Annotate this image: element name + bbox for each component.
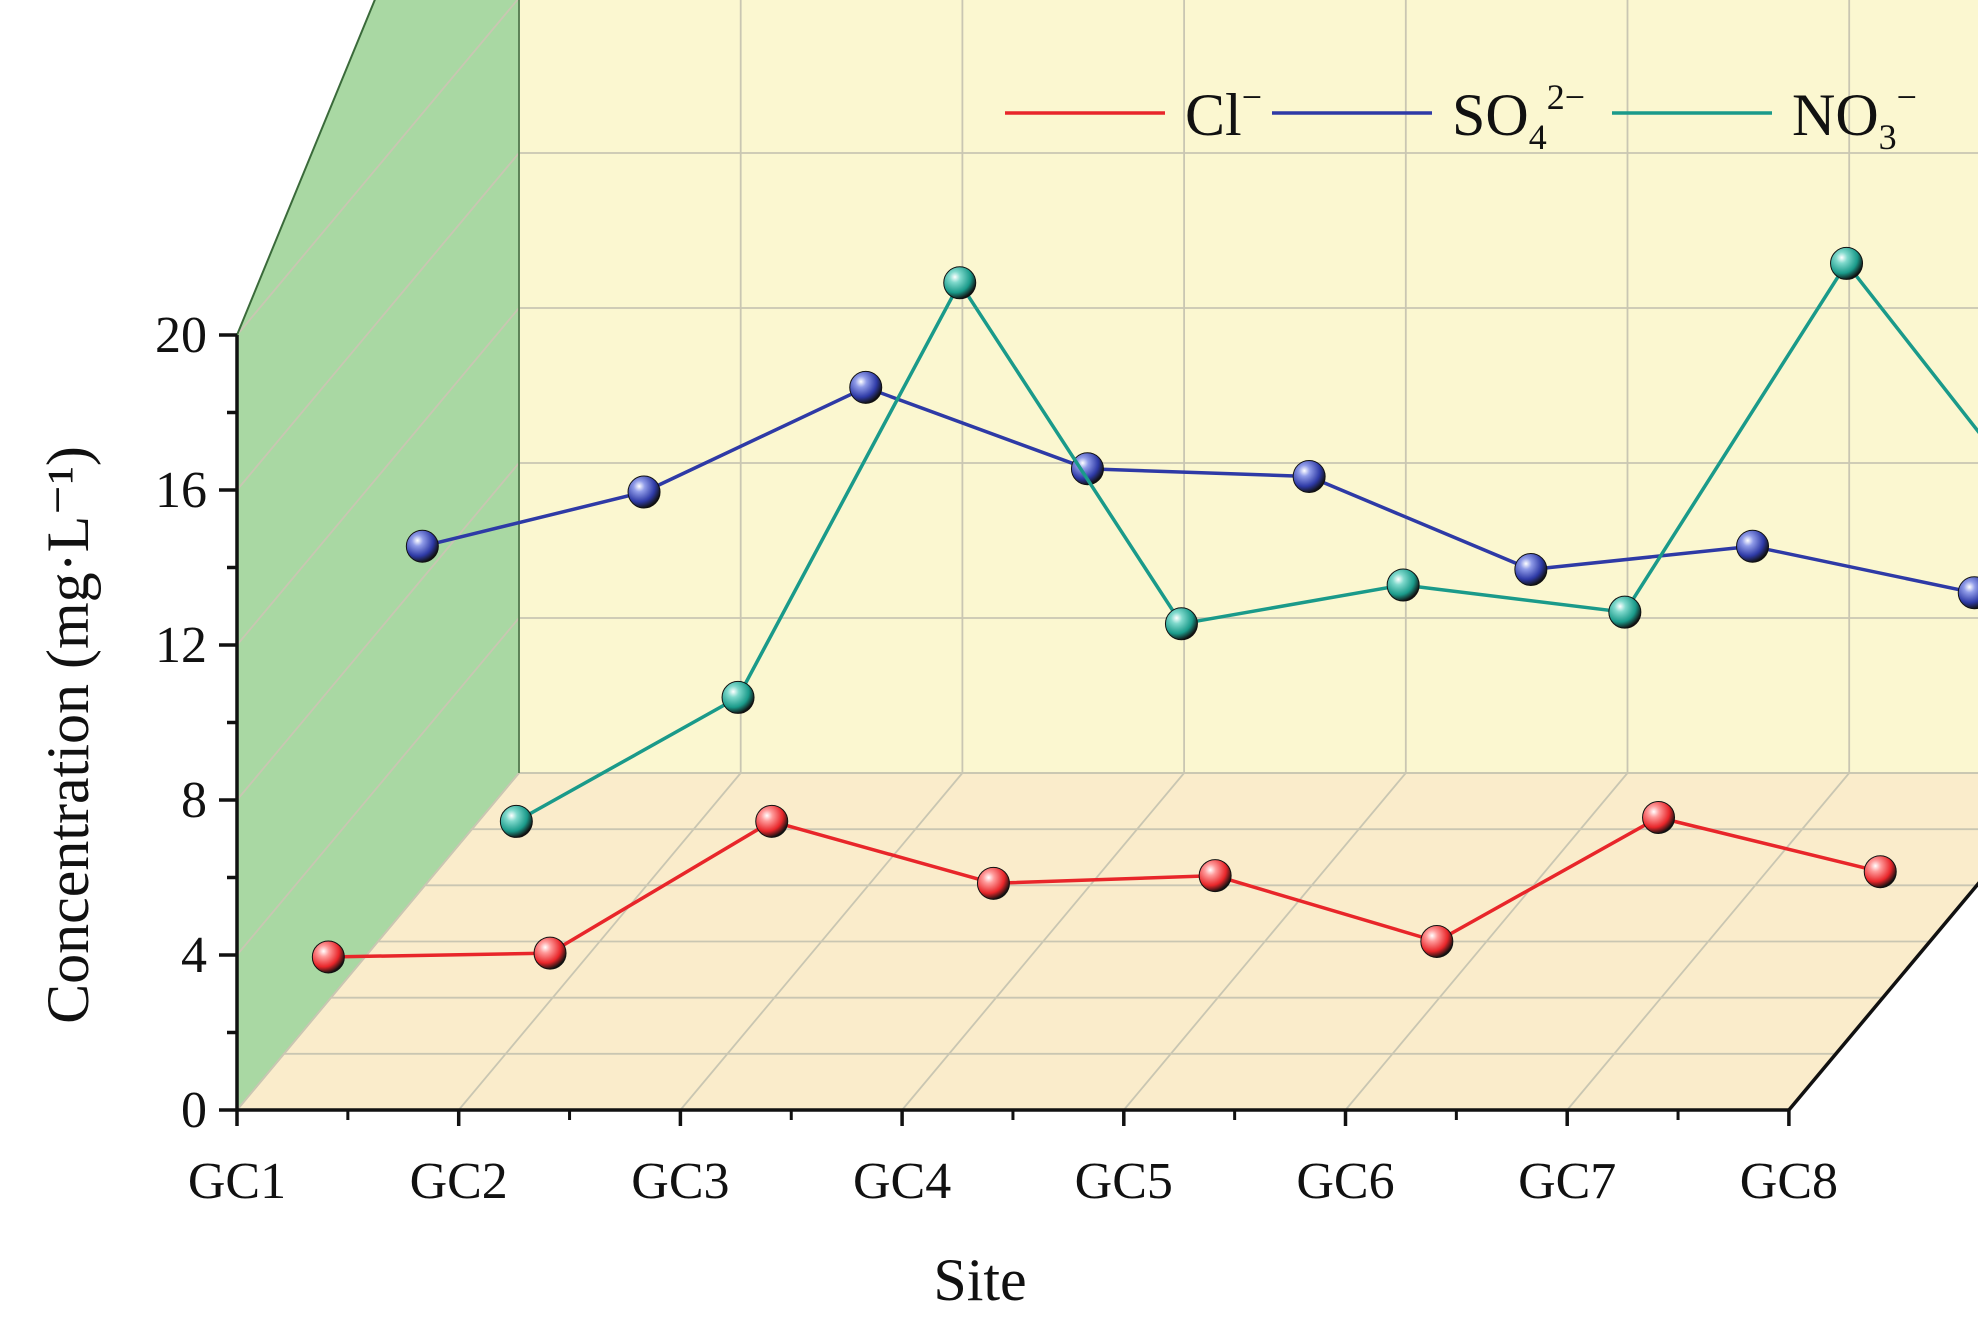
- back-wall: [519, 0, 1978, 773]
- chart-axes: GC1 GC2 GC3 GC4 GC5 GC6 GC7 GC8 0 4 8 12 16 20 Site Con…: [35, 0, 1978, 1313]
- x-axis-title: Site: [933, 1247, 1026, 1313]
- x-tick-label: GC7: [1518, 1153, 1616, 1210]
- floor-right-edge: [1787, 881, 1978, 1112]
- y-tick-label: 16: [155, 462, 207, 519]
- data-point-gc4-series-1: [1070, 452, 1104, 486]
- left-wall-grid: [236, 152, 520, 491]
- left-wall-grid: [236, 0, 519, 336]
- legend-label-2: NO3−: [1792, 77, 1917, 157]
- chart-series: [311, 246, 1978, 974]
- y-tick-label: 0: [181, 1082, 207, 1139]
- data-point-gc2-series-2: [721, 680, 755, 714]
- data-point-gc2-series-0: [533, 936, 567, 970]
- chart-walls: [237, 0, 1978, 1110]
- data-point-gc6-series-0: [1420, 924, 1454, 958]
- data-point-gc7-series-0: [1642, 800, 1676, 834]
- x-tick-label: GC6: [1296, 1153, 1394, 1210]
- data-point-gc5-series-1: [1292, 460, 1326, 493]
- data-point-gc5-series-2: [1386, 568, 1420, 602]
- data-point-gc1-series-1: [405, 529, 439, 563]
- data-point-gc3-series-1: [849, 370, 883, 404]
- y-axis-title: Concentration (mg·L⁻¹): [35, 446, 101, 1024]
- data-point-gc6-series-1: [1514, 553, 1548, 586]
- x-tick-label: GC2: [410, 1153, 508, 1210]
- data-point-gc1-series-0: [311, 940, 345, 974]
- data-point-gc7-series-2: [1830, 246, 1864, 280]
- left-wall-grid: [236, 617, 520, 956]
- left-wall-grid: [236, 772, 520, 1111]
- series-line-2: [515, 261, 1978, 823]
- left-wall: [237, 0, 519, 1110]
- x-tick-label: GC1: [188, 1153, 286, 1210]
- data-point-gc1-series-2: [499, 804, 533, 838]
- y-tick-label: 8: [181, 772, 207, 829]
- data-point-gc7-series-1: [1736, 529, 1770, 563]
- y-tick-label: 12: [155, 617, 207, 674]
- data-point-gc5-series-0: [1198, 859, 1232, 893]
- x-tick-label: GC4: [853, 1153, 951, 1210]
- data-point-gc3-series-0: [755, 804, 789, 838]
- legend-label-0: Cl−: [1185, 77, 1262, 148]
- left-wall-grid: [236, 307, 520, 646]
- series-line-0: [328, 815, 1881, 959]
- data-point-gc8-series-1: [1957, 576, 1978, 610]
- x-tick-label: GC8: [1740, 1153, 1838, 1210]
- x-tick-label: GC3: [631, 1153, 729, 1210]
- left-wall-grid: [236, 462, 520, 801]
- data-point-gc4-series-2: [1164, 607, 1198, 641]
- chart-legend: Cl− SO42− NO3−: [1005, 77, 1917, 157]
- left-wall-top-edge: [236, 0, 376, 336]
- y-tick-label: 4: [181, 927, 207, 984]
- data-point-gc8-series-0: [1863, 855, 1897, 889]
- data-point-gc3-series-2: [943, 266, 977, 300]
- data-point-gc2-series-1: [627, 475, 661, 509]
- legend-label-1: SO42−: [1452, 77, 1585, 157]
- data-point-gc4-series-0: [976, 866, 1010, 900]
- data-point-gc6-series-2: [1608, 595, 1642, 629]
- series-line-1: [421, 385, 1975, 595]
- x-tick-label: GC5: [1075, 1153, 1173, 1210]
- y-tick-label: 20: [155, 307, 207, 364]
